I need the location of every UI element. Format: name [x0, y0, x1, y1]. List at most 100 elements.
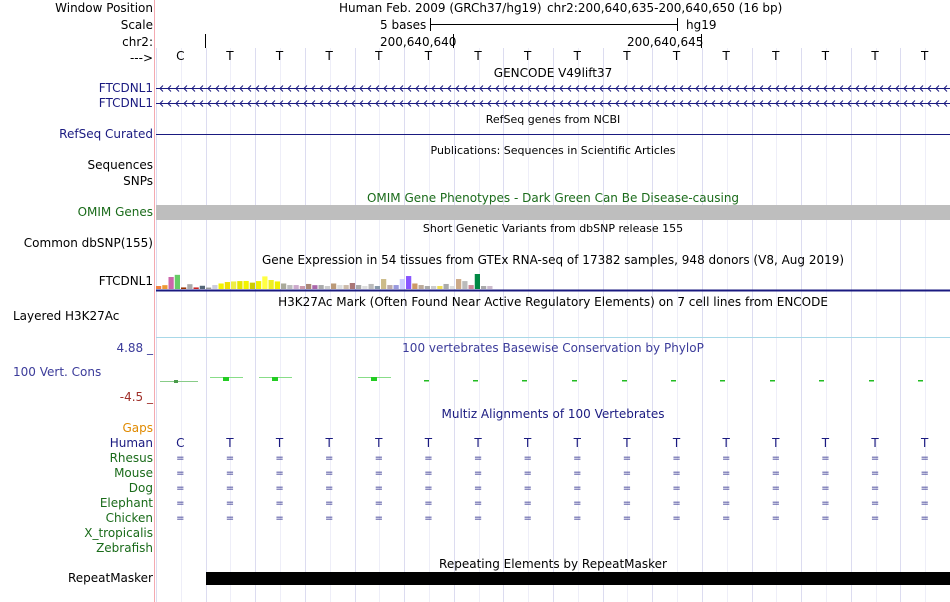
strand-arrow-icon [855, 100, 860, 107]
strand-arrow-icon [455, 100, 460, 107]
publications-title[interactable]: Publications: Sequences in Scientific Ar… [430, 144, 676, 157]
strand-arrow-icon [895, 85, 900, 92]
alignment-match: = [573, 513, 582, 524]
alignment-match: = [573, 453, 582, 464]
gtex-bar [212, 285, 218, 289]
alignment-match: = [275, 498, 284, 509]
dbsnp-label[interactable]: Common dbSNP(155) [23, 236, 153, 250]
alignment-match: = [424, 453, 433, 464]
multiz-title[interactable]: Multiz Alignments of 100 Vertebrates [441, 407, 665, 421]
gencode-gene-2-label[interactable]: FTCDNL1 [98, 96, 153, 110]
strand-arrow-icon [823, 85, 828, 92]
strand-arrow-icon [727, 85, 732, 92]
gtex-bar [318, 285, 324, 289]
strand-arrow-icon [719, 85, 724, 92]
repeat-title[interactable]: Repeating Elements by RepeatMasker [439, 557, 667, 571]
gtex-bar [487, 286, 493, 289]
refseq-title[interactable]: RefSeq genes from NCBI [485, 113, 621, 126]
strand-arrow-icon [839, 85, 844, 92]
dbsnp-title[interactable]: Short Genetic Variants from dbSNP releas… [422, 222, 684, 235]
strand-arrow-icon [719, 100, 724, 107]
strand-arrow-icon [903, 100, 908, 107]
strand-arrow-icon [207, 100, 212, 107]
cons-title[interactable]: 100 vertebrates Basewise Conservation by… [402, 341, 704, 355]
strand-arrow-icon [647, 85, 652, 92]
gtex-bar [243, 280, 249, 289]
species-label[interactable]: Rhesus [109, 451, 153, 465]
cons-mark [174, 380, 178, 383]
strand-arrow-icon [799, 100, 804, 107]
species-label[interactable]: Mouse [114, 466, 153, 480]
strand-arrow-icon [311, 100, 316, 107]
ruler-tick-1 [453, 34, 454, 48]
gtex-bar [237, 281, 243, 289]
alignment-match: = [225, 483, 235, 494]
base-letter: T [772, 49, 780, 63]
species-label[interactable]: Chicken [105, 511, 153, 525]
strand-arrow-icon [183, 85, 188, 92]
strand-arrow-icon [831, 85, 836, 92]
strand-arrow-icon [759, 85, 764, 92]
species-label[interactable]: Human [109, 436, 153, 450]
alignment-match: = [870, 483, 880, 494]
h3k27ac-title[interactable]: H3K27Ac Mark (Often Found Near Active Re… [278, 295, 828, 309]
gencode-gene-1-label[interactable]: FTCDNL1 [98, 81, 153, 95]
cons-mark [720, 380, 725, 382]
alignment-match: = [771, 498, 780, 509]
gtex-label[interactable]: FTCDNL1 [98, 274, 153, 288]
species-label[interactable]: Zebrafish [96, 541, 153, 555]
alignment-match: = [176, 513, 185, 524]
omim-label[interactable]: OMIM Genes [77, 205, 153, 219]
strand-arrow-icon [607, 85, 612, 92]
gtex-title[interactable]: Gene Expression in 54 tissues from GTEx … [261, 253, 845, 267]
repeat-label[interactable]: RepeatMasker [67, 571, 153, 585]
alignment-match: = [473, 513, 483, 524]
sequences-label[interactable]: Sequences [87, 158, 153, 172]
gtex-bar [468, 285, 474, 289]
strand-arrow-icon [591, 100, 596, 107]
assembly-text[interactable]: Human Feb. 2009 (GRCh37/hg19) [339, 1, 542, 15]
strand-arrow-icon [935, 100, 940, 107]
alignment-match: = [672, 498, 681, 509]
strand-arrow-icon [167, 85, 172, 92]
gaps-label[interactable]: Gaps [122, 421, 153, 435]
cons-mark [223, 377, 229, 381]
strand-arrow-icon [191, 85, 196, 92]
strand-arrow-icon [559, 85, 564, 92]
strand-arrow-icon [791, 85, 796, 92]
alignment-match: = [324, 468, 334, 479]
strand-arrow-icon [207, 85, 212, 92]
gencode-title[interactable]: GENCODE V49lift37 [493, 66, 613, 80]
alignment-match: = [424, 468, 433, 479]
alignment-match: = [771, 483, 780, 494]
species-label[interactable]: Elephant [99, 496, 153, 510]
ruler-pos1: 200,640,640 [380, 35, 457, 49]
species-label[interactable]: X_tropicalis [84, 526, 153, 540]
strand-arrow-icon [503, 100, 508, 107]
cons-label[interactable]: 100 Vert. Cons [13, 365, 102, 379]
gtex-bar [218, 283, 224, 289]
h3k27ac-label[interactable]: Layered H3K27Ac [13, 309, 120, 323]
position-text[interactable]: chr2:200,640,635-200,640,650 (16 bp) [547, 1, 783, 15]
snps-label[interactable]: SNPs [123, 174, 153, 188]
refseq-label[interactable]: RefSeq Curated [59, 127, 153, 141]
strand-arrow-icon [479, 85, 484, 92]
aligned-base: T [672, 436, 681, 450]
strand-arrow-icon [183, 100, 188, 107]
strand-arrow-icon [303, 100, 308, 107]
alignment-match: = [324, 498, 334, 509]
strand-arrow-icon [319, 85, 324, 92]
strand-arrow-icon [911, 85, 916, 92]
alignment-match: = [523, 468, 532, 479]
species-label[interactable]: Dog [128, 481, 153, 495]
gtex-bar [412, 283, 418, 289]
alignment-match: = [176, 453, 185, 464]
strand-arrow-icon [919, 85, 924, 92]
omim-title[interactable]: OMIM Gene Phenotypes - Dark Green Can Be… [366, 191, 740, 205]
strand-arrow-icon [463, 100, 468, 107]
cons-mark [671, 380, 676, 382]
aligned-base: T [226, 436, 234, 450]
strand-arrow-icon [687, 85, 692, 92]
aligned-base: T [623, 436, 631, 450]
